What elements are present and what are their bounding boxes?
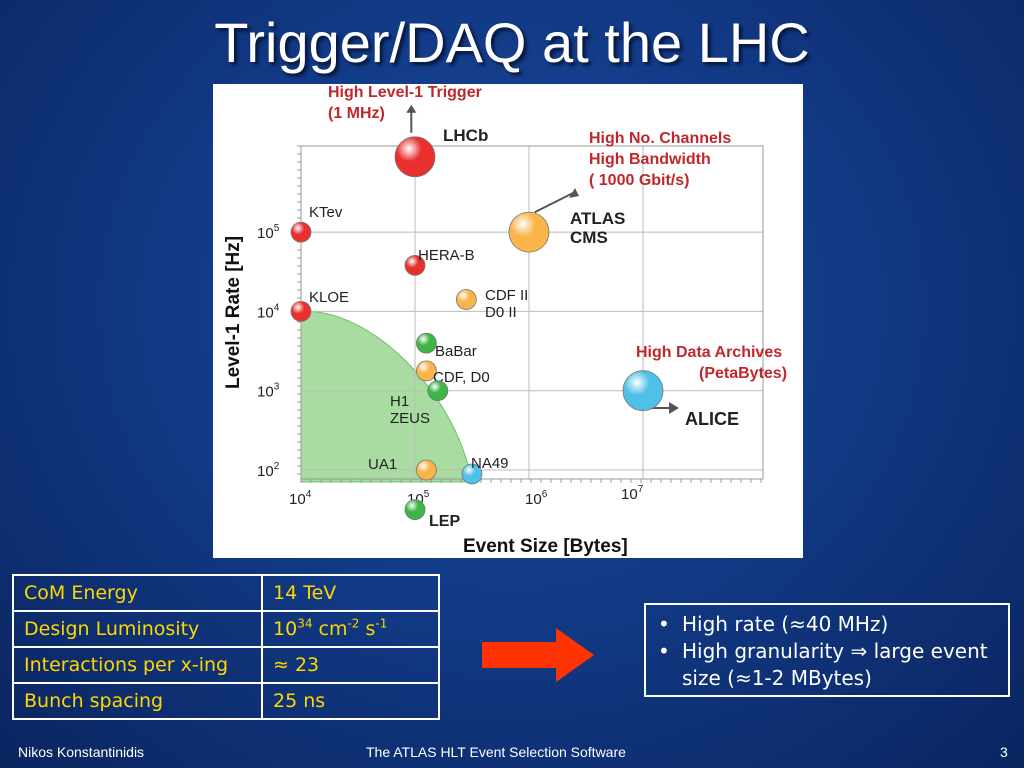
- table-row: Interactions per x-ing ≈ 23: [12, 646, 440, 684]
- arrow-head-icon: [406, 104, 417, 113]
- data-point: [622, 370, 664, 412]
- x-tick-label: 107: [621, 484, 644, 503]
- data-point-label: ATLAS: [570, 209, 625, 228]
- data-point: [455, 289, 477, 310]
- bullet-item: • High rate (≈40 MHz): [658, 611, 998, 638]
- data-point-label: LEP: [429, 513, 460, 530]
- table-row: Design Luminosity 1034 cm-2 s-1: [12, 610, 440, 648]
- chart-panel: 102103104105104105106107Level-1 Rate [Hz…: [213, 84, 803, 558]
- data-point: [415, 332, 437, 354]
- table-label: Design Luminosity: [12, 610, 263, 648]
- bullet-icon: •: [658, 612, 670, 636]
- y-tick-label: 105: [257, 223, 280, 242]
- table-value: 1034 cm-2 s-1: [261, 610, 440, 648]
- pointer-arrow: [534, 191, 576, 214]
- slide-title: Trigger/DAQ at the LHC: [214, 11, 810, 74]
- x-tick-label: 106: [525, 489, 548, 508]
- data-point: [427, 380, 449, 402]
- annotation-text: (1 MHz): [328, 105, 385, 122]
- parameter-table: CoM Energy 14 TeV Design Luminosity 1034 cm…: [12, 574, 440, 720]
- table-label: CoM Energy: [12, 574, 263, 612]
- bullet-text: High rate (≈40 MHz): [682, 612, 889, 636]
- data-point: [508, 211, 550, 253]
- data-point: [394, 136, 436, 178]
- annotation-text: (PetaBytes): [699, 365, 787, 382]
- data-point: [290, 221, 312, 243]
- annotation-text: High Level-1 Trigger: [328, 84, 482, 101]
- annotation-text: ( 1000 Gbit/s): [589, 172, 689, 189]
- data-point-label: UA1: [368, 456, 397, 473]
- table-row: CoM Energy 14 TeV: [12, 574, 440, 612]
- y-tick-label: 102: [257, 461, 280, 480]
- data-point-label: ZEUS: [390, 410, 430, 427]
- scatter-chart: 102103104105104105106107Level-1 Rate [Hz…: [223, 84, 787, 557]
- data-point-label: NA49: [471, 455, 509, 472]
- data-point-label: BaBar: [435, 343, 477, 360]
- annotation-text: High No. Channels: [589, 130, 731, 147]
- arrow-head-icon: [669, 402, 679, 414]
- data-point: [404, 499, 426, 521]
- data-point-label: CDF, D0: [433, 369, 490, 386]
- data-point: [415, 459, 437, 481]
- data-point: [404, 255, 426, 276]
- data-point-label: H1: [390, 393, 409, 410]
- table-value: 25 ns: [261, 682, 440, 720]
- table-label: Bunch spacing: [12, 682, 263, 720]
- table-row: Bunch spacing 25 ns: [12, 682, 440, 720]
- footer-page-number: 3: [1000, 744, 1008, 760]
- bullet-box: • High rate (≈40 MHz) • High granularity ⇒ …: [644, 603, 1010, 697]
- footer-talk-title: The ATLAS HLT Event Selection Software: [366, 744, 626, 760]
- table-label: Interactions per x-ing: [12, 646, 263, 684]
- data-point-label: CMS: [570, 228, 608, 247]
- x-axis-label: Event Size [Bytes]: [463, 536, 628, 557]
- data-point-label: CDF II: [485, 287, 528, 304]
- table-value: 14 TeV: [261, 574, 440, 612]
- right-arrow-icon: [482, 628, 594, 682]
- y-axis-label: Level-1 Rate [Hz]: [223, 236, 244, 389]
- data-point: [415, 360, 437, 382]
- bullet-text: High granularity ⇒ large event size (≈1-…: [682, 639, 988, 690]
- footer-author: Nikos Konstantinidis: [18, 744, 145, 760]
- annotation-text: High Bandwidth: [589, 151, 711, 168]
- data-point-label: KTev: [309, 204, 343, 221]
- y-tick-label: 104: [257, 302, 280, 321]
- bullet-item: • High granularity ⇒ large event size (≈1…: [658, 638, 998, 692]
- arrow-head-icon: [569, 188, 579, 198]
- data-point-label: LHCb: [443, 126, 488, 145]
- annotation-text: High Data Archives: [636, 344, 782, 361]
- table-value: ≈ 23: [261, 646, 440, 684]
- x-tick-label: 104: [289, 489, 312, 508]
- data-point-label: HERA-B: [418, 247, 475, 264]
- data-point: [461, 463, 483, 485]
- data-point: [290, 300, 312, 322]
- y-tick-label: 103: [257, 382, 280, 401]
- data-point-label: KLOE: [309, 289, 349, 306]
- data-point-label: ALICE: [685, 409, 739, 429]
- bullet-icon: •: [658, 639, 670, 663]
- data-point-label: D0 II: [485, 304, 517, 321]
